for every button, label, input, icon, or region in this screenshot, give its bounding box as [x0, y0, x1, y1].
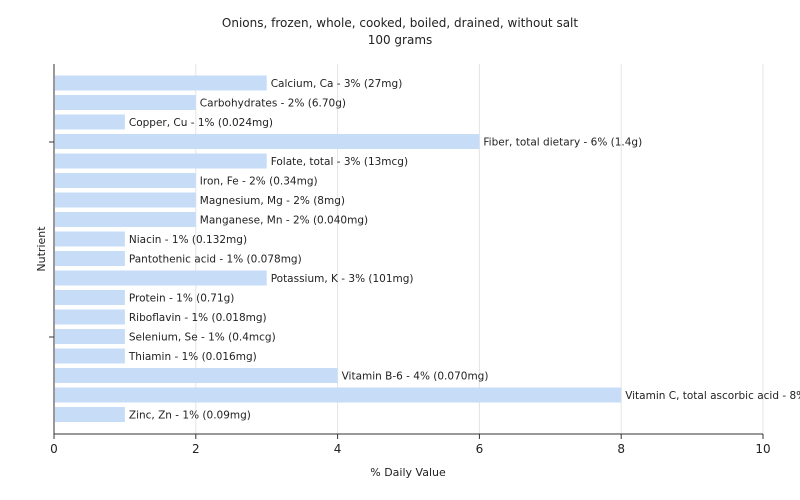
bar-data-label: Pantothenic acid - 1% (0.078mg) — [129, 254, 302, 266]
x-tick-label: 4 — [334, 442, 342, 456]
bar-data-label: Fiber, total dietary - 6% (1.4g) — [483, 137, 642, 149]
chart-title: Onions, frozen, whole, cooked, boiled, d… — [222, 16, 578, 30]
y-axis-label: Nutrient — [35, 226, 48, 272]
x-tick-label: 6 — [476, 442, 484, 456]
bar — [55, 212, 196, 227]
x-axis-label: % Daily Value — [370, 466, 446, 479]
bar-data-label: Copper, Cu - 1% (0.024mg) — [129, 117, 273, 129]
bar-data-label: Potassium, K - 3% (101mg) — [271, 273, 414, 285]
bar-data-label: Folate, total - 3% (13mcg) — [271, 156, 408, 168]
bar-data-label: Calcium, Ca - 3% (27mg) — [271, 78, 403, 90]
bar — [55, 329, 125, 344]
bar — [55, 95, 196, 110]
bar — [55, 290, 125, 305]
bar — [55, 192, 196, 208]
bar-data-label: Protein - 1% (0.71g) — [129, 293, 235, 305]
bar — [55, 231, 125, 247]
bar — [55, 173, 196, 188]
bar-data-label: Vitamin B-6 - 4% (0.070mg) — [342, 371, 489, 383]
bar-data-label: Carbohydrates - 2% (6.70g) — [200, 98, 346, 110]
bar — [55, 153, 267, 169]
bar — [55, 407, 125, 422]
bar — [55, 348, 125, 364]
bar-data-label: Iron, Fe - 2% (0.34mg) — [200, 176, 318, 188]
bar — [55, 251, 125, 266]
bar — [55, 309, 125, 325]
bar-data-label: Riboflavin - 1% (0.018mg) — [129, 312, 267, 324]
bar — [55, 387, 622, 403]
x-axis-ticks: 0 2 4 6 8 10 — [50, 434, 771, 456]
bar — [55, 270, 267, 286]
bar-data-label: Niacin - 1% (0.132mg) — [129, 234, 247, 246]
x-tick-label: 8 — [617, 442, 625, 456]
bars — [55, 75, 622, 422]
bar — [55, 114, 125, 130]
bar-labels: Calcium, Ca - 3% (27mg) Carbohydrates - 2… — [128, 78, 800, 422]
bar — [55, 75, 267, 91]
bar-data-label: Manganese, Mn - 2% (0.040mg) — [200, 215, 368, 227]
bar — [55, 134, 480, 149]
x-tick-label: 0 — [50, 442, 58, 456]
bar-data-label: Thiamin - 1% (0.016mg) — [128, 351, 257, 363]
bar-data-label: Zinc, Zn - 1% (0.09mg) — [129, 410, 251, 422]
bar-data-label: Magnesium, Mg - 2% (8mg) — [200, 195, 345, 207]
chart-subtitle: 100 grams — [368, 33, 433, 47]
x-tick-label: 2 — [192, 442, 200, 456]
bar-data-label: Selenium, Se - 1% (0.4mcg) — [129, 332, 276, 344]
bar-data-label: Vitamin C, total ascorbic acid - 8% (5.1… — [625, 390, 800, 402]
x-tick-label: 10 — [755, 442, 770, 456]
bar — [55, 368, 338, 383]
